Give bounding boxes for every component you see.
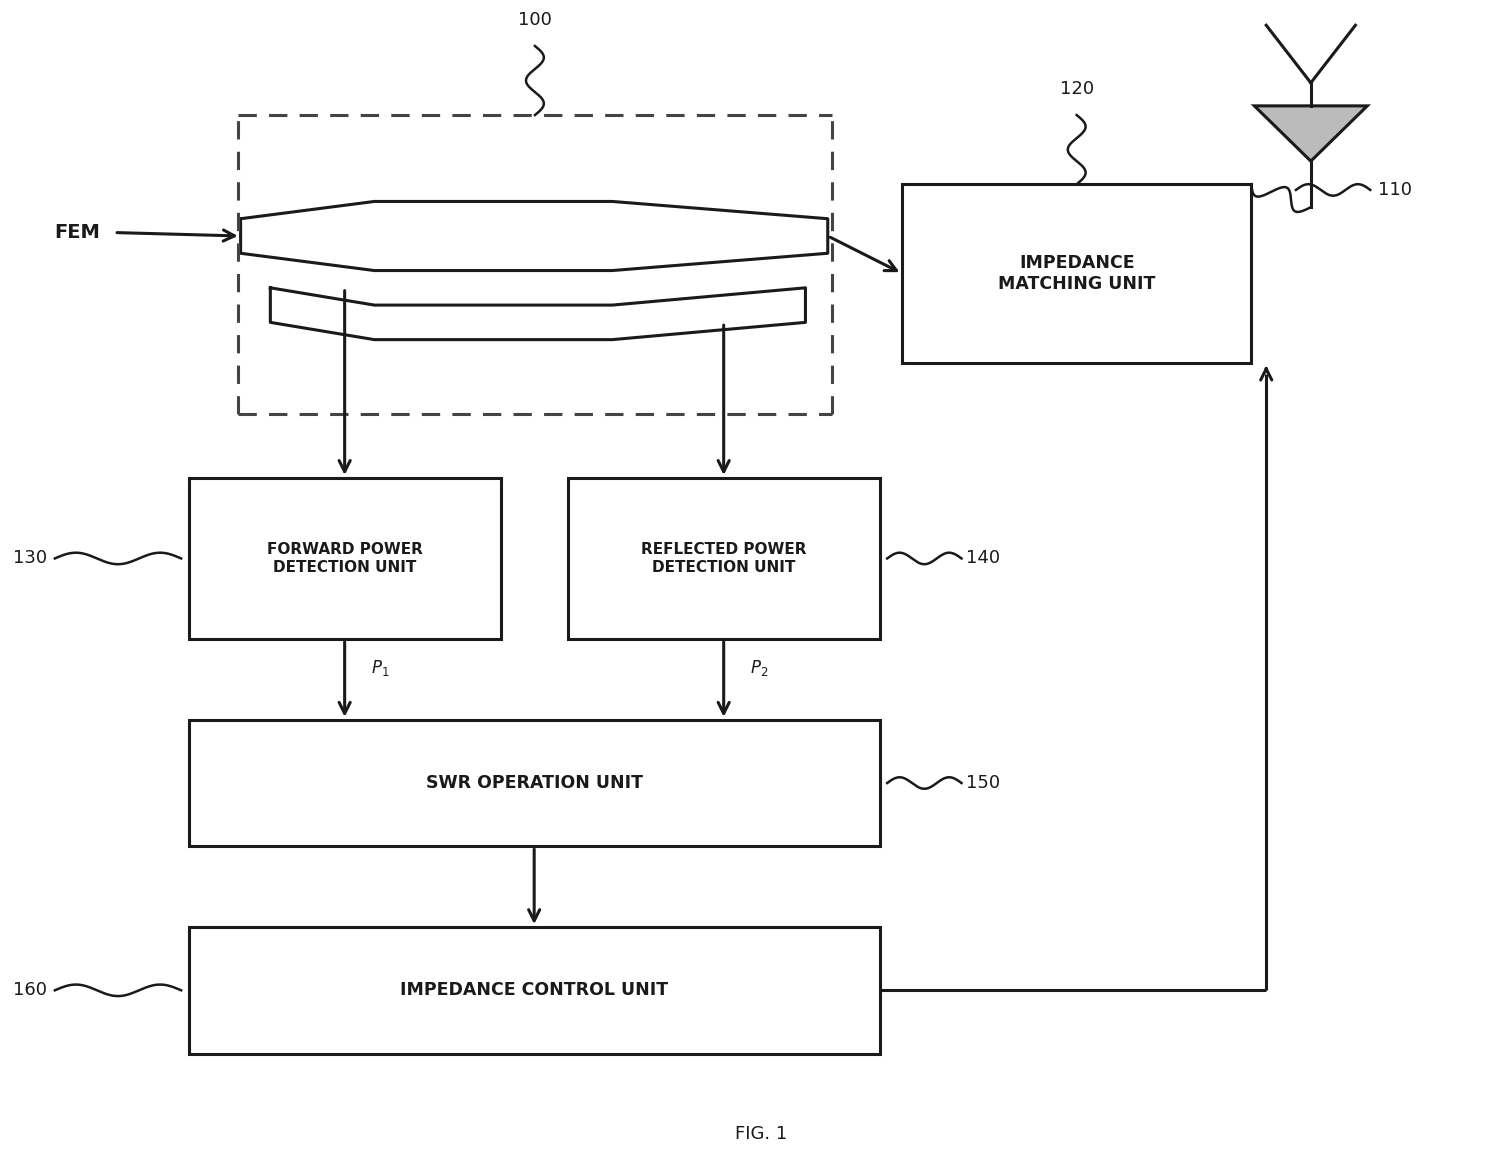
Text: 100: 100 [518,11,552,29]
Text: 120: 120 [1059,80,1094,98]
Text: 130: 130 [14,550,47,567]
Polygon shape [1254,105,1367,161]
Text: IMPEDANCE
MATCHING UNIT: IMPEDANCE MATCHING UNIT [999,254,1156,292]
Text: $P_2$: $P_2$ [751,658,769,677]
FancyBboxPatch shape [568,477,879,639]
Text: 110: 110 [1378,181,1411,199]
Text: $P_1$: $P_1$ [372,658,390,677]
Text: REFLECTED POWER
DETECTION UNIT: REFLECTED POWER DETECTION UNIT [641,542,807,574]
Text: FIG. 1: FIG. 1 [734,1126,787,1143]
Text: SWR OPERATION UNIT: SWR OPERATION UNIT [426,775,642,792]
Text: FORWARD POWER
DETECTION UNIT: FORWARD POWER DETECTION UNIT [267,542,423,574]
FancyBboxPatch shape [189,927,879,1054]
Text: FEM: FEM [54,223,100,242]
FancyBboxPatch shape [902,184,1251,363]
Text: IMPEDANCE CONTROL UNIT: IMPEDANCE CONTROL UNIT [400,982,668,999]
Text: 160: 160 [14,982,47,999]
FancyBboxPatch shape [189,477,500,639]
Text: 140: 140 [966,550,1000,567]
FancyBboxPatch shape [189,720,879,846]
Text: 150: 150 [966,775,1000,792]
